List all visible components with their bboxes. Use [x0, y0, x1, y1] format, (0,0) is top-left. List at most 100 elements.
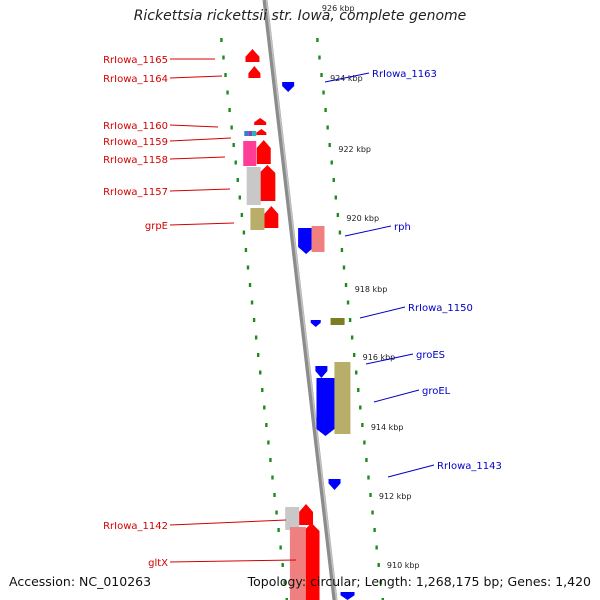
scale-tick [220, 38, 223, 42]
accession-text: Accession: NC_010263 [9, 574, 152, 589]
scale-tick [336, 213, 340, 217]
scale-tick [269, 458, 272, 462]
scale-tick [230, 125, 233, 130]
reverse-gene-block [311, 226, 325, 252]
forward-gene-arrow [245, 49, 260, 62]
scale-tick [377, 563, 380, 567]
scale-tick [379, 580, 382, 585]
scale-tick [240, 213, 244, 217]
forward-gene-arrow [248, 66, 261, 78]
scale-tick [340, 248, 344, 252]
scale-tick [238, 195, 242, 200]
forward-gene-block [246, 167, 261, 205]
scale-tick [346, 300, 350, 305]
forward-gene-block [285, 507, 300, 530]
reverse-label-connector [387, 464, 435, 478]
reverse-gene-block [330, 318, 345, 325]
scale-tick [252, 318, 256, 322]
scale-tick [320, 73, 323, 77]
scale-tick [350, 335, 354, 340]
scale-tick [348, 318, 352, 322]
reverse-label-connector [324, 72, 370, 83]
forward-gene-label: RrIowa_1164 [103, 74, 168, 85]
scale-tick [283, 580, 286, 585]
scale-tick [279, 545, 282, 550]
scale-tick [318, 55, 321, 60]
scale-tick [361, 423, 364, 427]
forward-gene-block [289, 527, 306, 600]
reverse-gene-label: RrIowa_1163 [372, 69, 437, 80]
scale-tick [342, 265, 346, 270]
scale-tick [248, 283, 252, 287]
forward-label-connector [169, 559, 297, 563]
scale-tick [242, 230, 246, 235]
reverse-gene-label: rph [394, 222, 411, 233]
scale-tick [332, 178, 335, 182]
scale-tick [281, 563, 284, 567]
scale-tick [261, 388, 264, 392]
reverse-gene-arrow [315, 366, 328, 378]
forward-label-connector [169, 137, 232, 142]
scale-tick [324, 108, 327, 112]
forward-label-connector [169, 75, 223, 79]
scale-tick [256, 353, 260, 357]
forward-gene-arrow [256, 140, 271, 164]
scale-label: 922 kbp [338, 145, 371, 154]
forward-gene-arrow [264, 206, 279, 228]
genome-title: Rickettsia rickettsii str. Iowa, complet… [133, 8, 467, 24]
scale-tick [365, 458, 368, 462]
forward-gene-label: gltX [148, 558, 168, 569]
forward-label-connector [169, 188, 231, 192]
scale-tick [277, 528, 280, 532]
reverse-label-connector [359, 306, 406, 319]
forward-gene-arrow [256, 129, 267, 135]
scale-tick [326, 125, 329, 130]
scale-tick [236, 178, 239, 182]
scale-tick [328, 143, 331, 147]
reverse-gene-arrow [340, 592, 355, 600]
forward-gene-arrow [259, 165, 276, 201]
scale-tick [355, 370, 358, 375]
reverse-gene-arrow [328, 479, 341, 490]
scale-label: 920 kbp [346, 214, 379, 223]
scale-tick [273, 493, 276, 497]
forward-gene-arrow [303, 523, 320, 600]
scale-tick [344, 283, 348, 287]
scale-tick [254, 335, 258, 340]
forward-gene-label: RrIowa_1157 [103, 187, 168, 198]
reverse-gene-label: RrIowa_1150 [408, 303, 473, 314]
forward-gene-block [248, 131, 253, 136]
forward-gene-arrow [254, 118, 267, 125]
scale-tick [363, 440, 366, 445]
forward-gene-label: grpE [145, 221, 168, 232]
scale-tick [330, 160, 333, 165]
scale-tick [222, 55, 225, 60]
scale-tick [369, 493, 372, 497]
reverse-gene-arrow [282, 82, 295, 92]
scale-label: 910 kbp [387, 561, 420, 570]
forward-gene-block [243, 141, 257, 166]
forward-gene-label: RrIowa_1165 [103, 55, 168, 66]
forward-gene-label: RrIowa_1158 [103, 155, 168, 166]
forward-label-connector [169, 519, 287, 526]
scale-label: 918 kbp [355, 285, 388, 294]
reverse-gene-label: groEL [422, 386, 451, 397]
scale-tick [371, 510, 374, 515]
forward-gene-block [244, 131, 249, 136]
scale-tick [352, 353, 356, 357]
scale-tick [228, 108, 231, 112]
scale-tick [338, 230, 342, 235]
scale-tick [246, 265, 250, 270]
scale-label: 916 kbp [363, 353, 396, 362]
scale-tick [381, 598, 384, 600]
forward-gene-label: RrIowa_1160 [103, 121, 168, 132]
scale-tick [322, 90, 325, 95]
forward-label-connector [169, 222, 235, 226]
forward-gene-block [252, 131, 257, 136]
reverse-label-connector [365, 353, 414, 365]
reverse-gene-block [334, 362, 351, 434]
scale-tick [275, 510, 278, 515]
scale-tick [244, 248, 248, 252]
scale-tick [285, 598, 288, 600]
